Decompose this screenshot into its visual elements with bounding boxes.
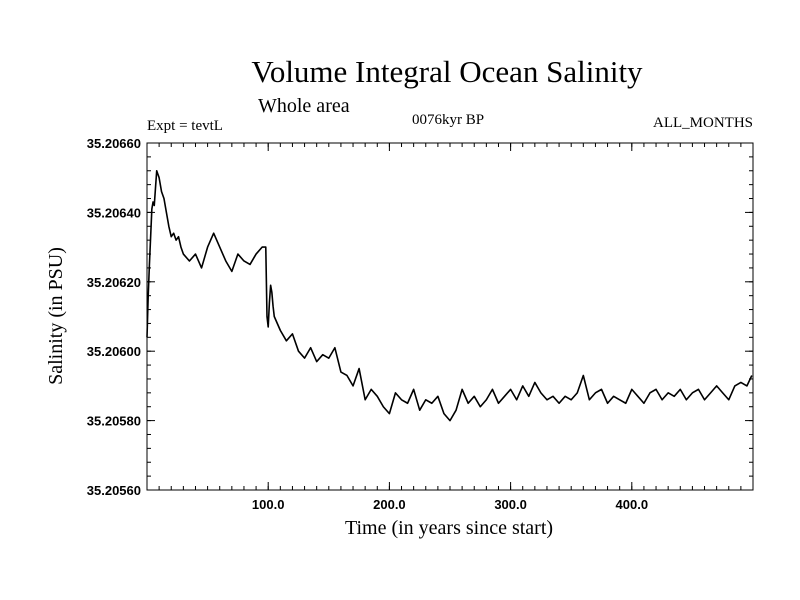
annotation-right: ALL_MONTHS: [653, 115, 753, 131]
x-tick-label: 300.0: [494, 497, 527, 512]
y-tick-label: 35.20620: [87, 275, 141, 290]
y-tick-label: 35.20640: [87, 205, 141, 220]
axis-ticks: [147, 142, 753, 491]
plot-frame: [146, 142, 754, 491]
y-tick-label: 35.20580: [87, 414, 141, 429]
x-axis-label: Time (in years since start): [345, 517, 553, 539]
series-line-salinity: [146, 169, 753, 422]
y-axis-label: Salinity (in PSU): [45, 247, 67, 385]
y-tick-label: 35.20560: [87, 483, 141, 498]
y-tick-label: 35.20600: [87, 344, 141, 359]
x-tick-label: 100.0: [252, 497, 285, 512]
chart-subtitle: Whole area: [258, 95, 350, 117]
annotation-center: 0076kyr BP: [412, 112, 484, 128]
y-tick-label: 35.20660: [87, 136, 141, 151]
x-tick-label: 200.0: [373, 497, 406, 512]
y-tick-labels: 35.20560 35.20580 35.20600 35.20620 35.20640…: [87, 136, 141, 498]
x-tick-labels: 100.0 200.0 300.0 400.0: [252, 497, 648, 512]
chart-title: Volume Integral Ocean Salinity: [251, 54, 643, 89]
x-tick-label: 400.0: [616, 497, 649, 512]
annotation-left: Expt = tevtL: [147, 118, 223, 134]
